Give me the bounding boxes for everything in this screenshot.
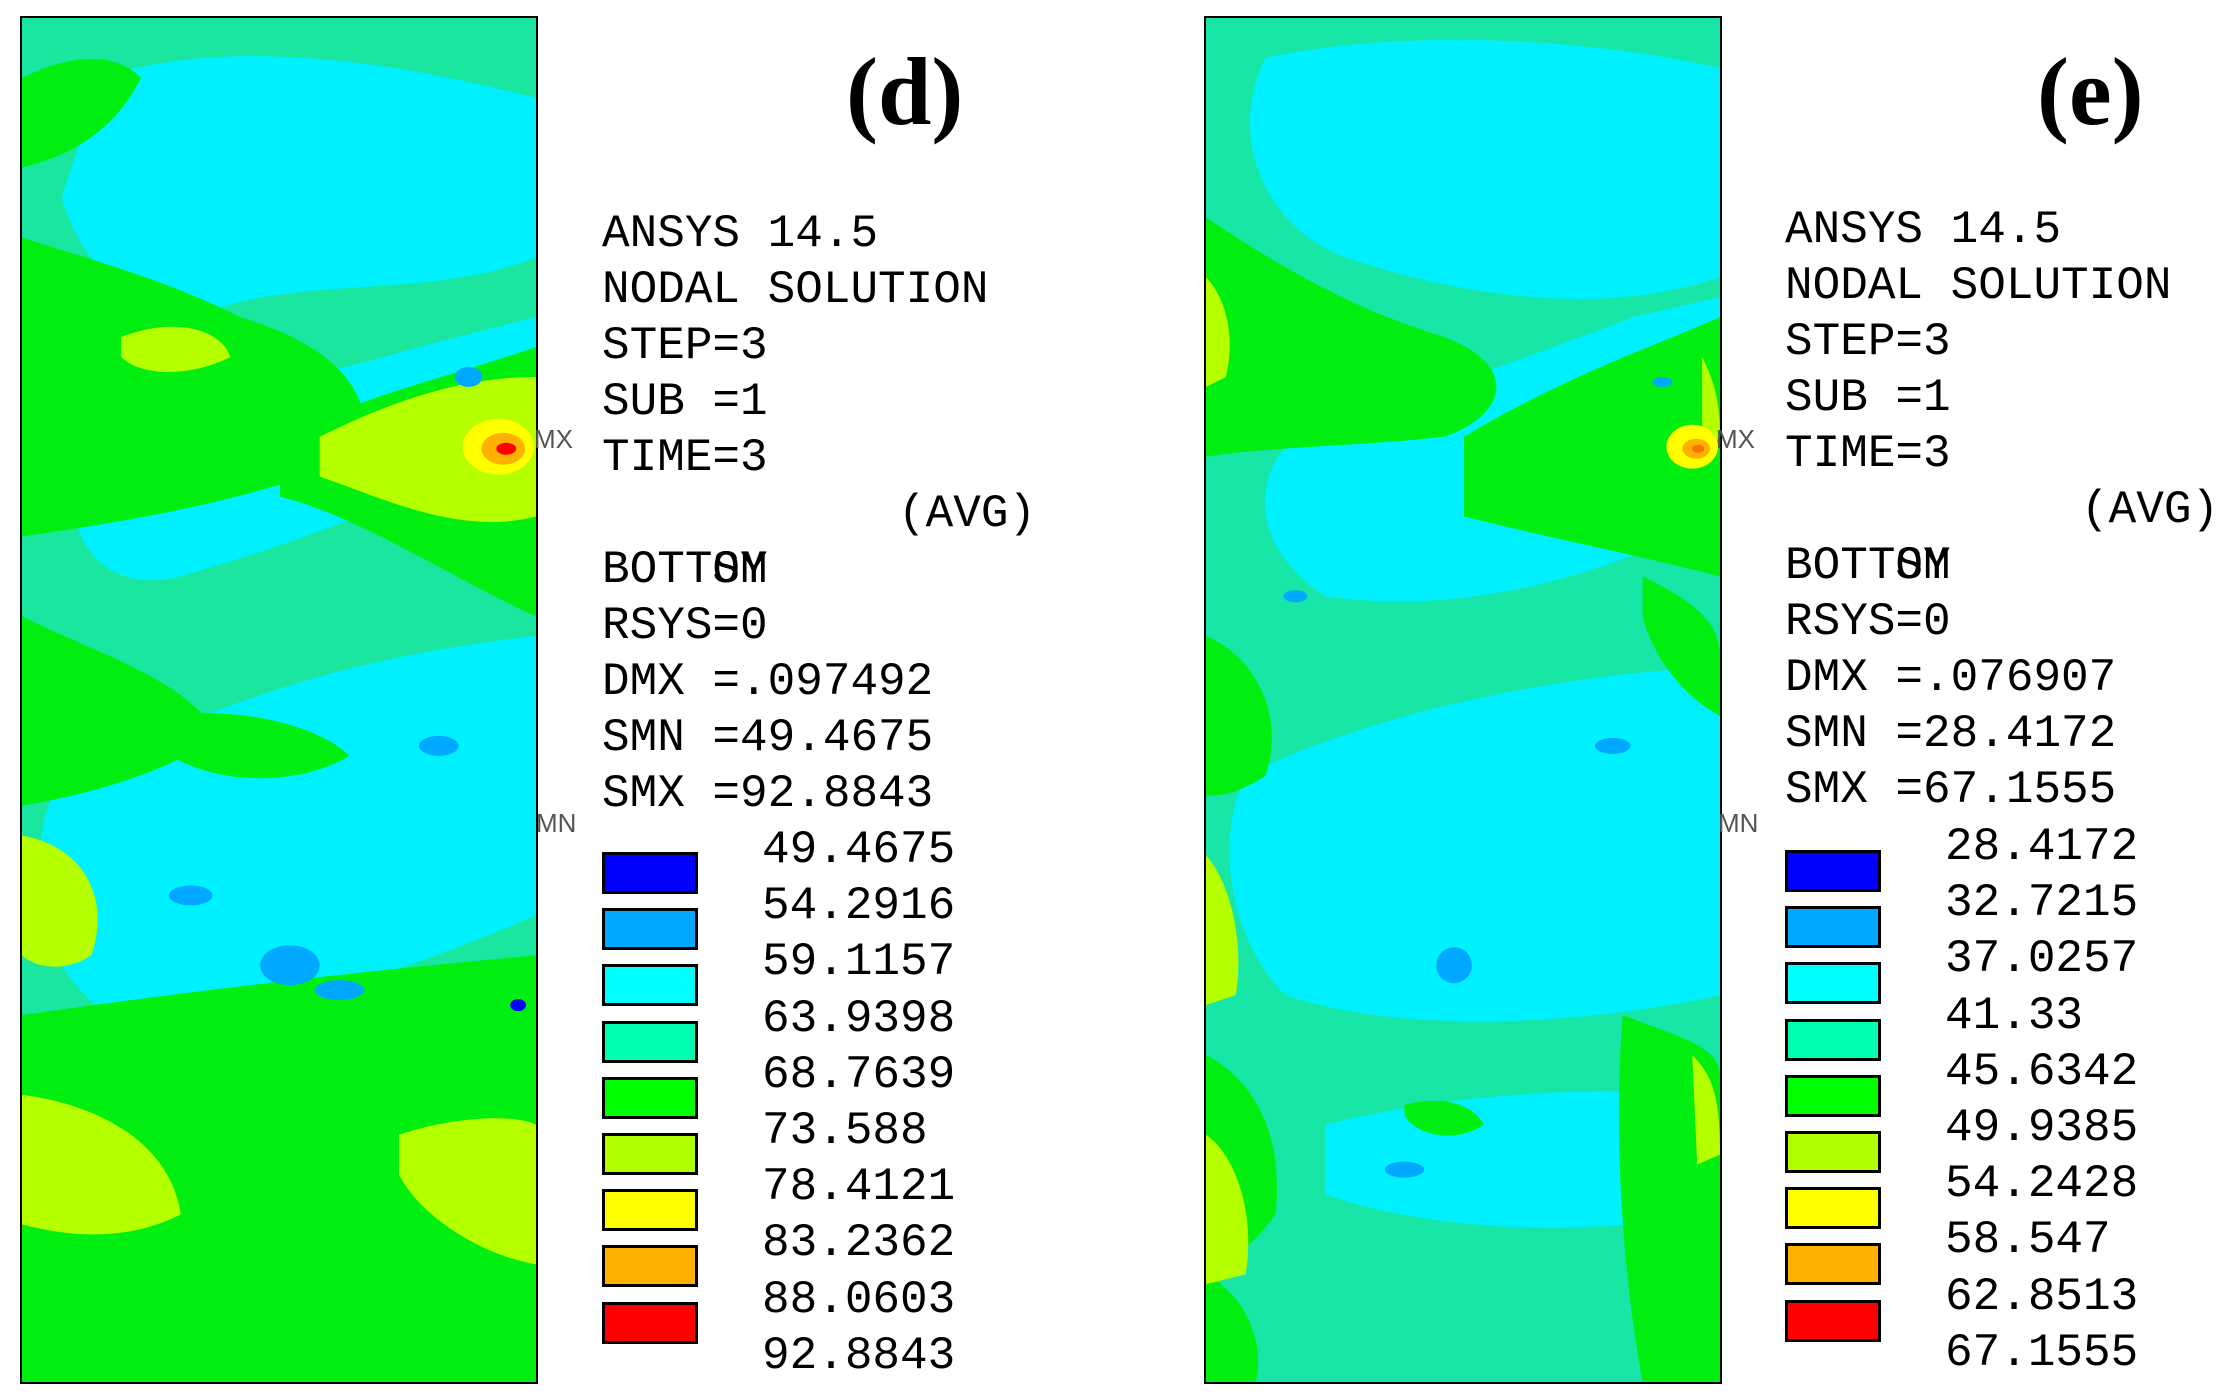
info-line: SMX =67.1555 bbox=[1785, 764, 2117, 816]
legend-swatch bbox=[602, 1076, 698, 1119]
legend-values-d: 49.4675 54.2916 59.1157 63.9398 68.7639 … bbox=[762, 822, 955, 1384]
solution-info-e: ANSYS 14.5 NODAL SOLUTION STEP=3 SUB =1 … bbox=[1785, 202, 2235, 818]
mn-marker-d: MN bbox=[536, 808, 577, 838]
avg-tag: (AVG) bbox=[2081, 484, 2220, 536]
avg-tag: (AVG) bbox=[898, 488, 1037, 540]
info-line: DMX =.076907 bbox=[1785, 652, 2117, 704]
result-name: SY bbox=[712, 544, 768, 596]
legend-swatch bbox=[1785, 962, 1881, 1005]
info-line: SMN =49.4675 bbox=[602, 712, 934, 764]
info-line: RSYS=0 bbox=[1785, 596, 1951, 648]
info-line: STEP=3 bbox=[1785, 316, 1951, 368]
legend-swatch bbox=[1785, 1074, 1881, 1117]
legend-value: 73.588 bbox=[762, 1104, 928, 1157]
info-line: BOTTOM bbox=[1785, 540, 1951, 592]
legend-value: 68.7639 bbox=[762, 1048, 956, 1101]
legend-value: 67.1555 bbox=[1945, 1326, 2139, 1379]
legend-value: 54.2916 bbox=[762, 880, 956, 933]
legend-swatch bbox=[602, 1020, 698, 1063]
legend-swatch bbox=[1785, 1187, 1881, 1230]
legend-value: 28.4172 bbox=[1945, 821, 2139, 873]
legend-value: 59.1157 bbox=[762, 936, 956, 989]
legend-value: 78.4121 bbox=[762, 1161, 956, 1214]
contour-plot-d bbox=[20, 16, 538, 1384]
info-line: BOTTOM bbox=[602, 544, 768, 596]
contour-field-d bbox=[22, 18, 536, 1382]
contour-field-e bbox=[1206, 18, 1720, 1382]
info-line: NODAL SOLUTION bbox=[602, 264, 989, 316]
legend-value: 63.9398 bbox=[762, 992, 956, 1045]
legend-swatch bbox=[1785, 1243, 1881, 1286]
legend-value: 32.7215 bbox=[1945, 877, 2139, 930]
info-line: RSYS=0 bbox=[602, 600, 768, 652]
legend-value: 45.6342 bbox=[1945, 1045, 2139, 1098]
legend-swatch bbox=[602, 852, 698, 894]
legend-swatch bbox=[602, 1245, 698, 1288]
legend-swatch bbox=[602, 1301, 698, 1344]
legend-swatch bbox=[602, 1133, 698, 1175]
mn-marker-e: MN bbox=[1718, 808, 1759, 838]
legend-swatch bbox=[602, 1189, 698, 1232]
info-line: SMX =92.8843 bbox=[602, 768, 934, 820]
info-line: TIME=3 bbox=[602, 432, 768, 484]
info-line: SUB =1 bbox=[602, 376, 768, 428]
info-line: TIME=3 bbox=[1785, 428, 1951, 480]
legend-value: 49.9385 bbox=[1945, 1101, 2139, 1154]
info-line: DMX =.097492 bbox=[602, 656, 934, 708]
legend-swatch bbox=[1785, 906, 1881, 949]
info-line: ANSYS 14.5 bbox=[602, 208, 879, 260]
legend-value: 62.8513 bbox=[1945, 1270, 2139, 1323]
info-line: ANSYS 14.5 bbox=[1785, 204, 2062, 256]
legend-value: 58.547 bbox=[1945, 1214, 2111, 1267]
legend-swatch bbox=[1785, 1299, 1881, 1342]
legend-swatch bbox=[1785, 850, 1881, 892]
result-name: SY bbox=[1895, 540, 1951, 592]
legend-swatch bbox=[1785, 1018, 1881, 1061]
legend-value: 41.33 bbox=[1945, 989, 2084, 1042]
legend-value: 92.8843 bbox=[762, 1329, 956, 1382]
result-line: SY (AVG) bbox=[602, 486, 1162, 596]
panel-label-d: (d) bbox=[846, 38, 964, 145]
legend-value: 49.4675 bbox=[762, 824, 956, 876]
mx-marker-e: MX bbox=[1716, 424, 1755, 454]
legend-value: 88.0603 bbox=[762, 1273, 956, 1326]
legend-swatch bbox=[602, 964, 698, 1007]
legend-value: 83.2362 bbox=[762, 1217, 956, 1270]
info-line: SUB =1 bbox=[1785, 372, 1951, 424]
legend-value: 37.0257 bbox=[1945, 933, 2139, 986]
contour-plot-e bbox=[1204, 16, 1722, 1384]
legend-swatch bbox=[602, 908, 698, 951]
solution-info-d: ANSYS 14.5 NODAL SOLUTION STEP=3 SUB =1 … bbox=[602, 206, 1162, 822]
info-line: STEP=3 bbox=[602, 320, 768, 372]
legend-swatch bbox=[1785, 1131, 1881, 1173]
mx-marker-d: MX bbox=[534, 424, 573, 454]
result-line: SY (AVG) bbox=[1785, 482, 2235, 592]
legend-value: 54.2428 bbox=[1945, 1158, 2139, 1211]
panel-label-e: (e) bbox=[2037, 38, 2144, 145]
info-line: NODAL SOLUTION bbox=[1785, 260, 2172, 312]
info-line: SMN =28.4172 bbox=[1785, 708, 2117, 760]
legend-values-e: 28.4172 32.7215 37.0257 41.33 45.6342 49… bbox=[1945, 819, 2138, 1381]
